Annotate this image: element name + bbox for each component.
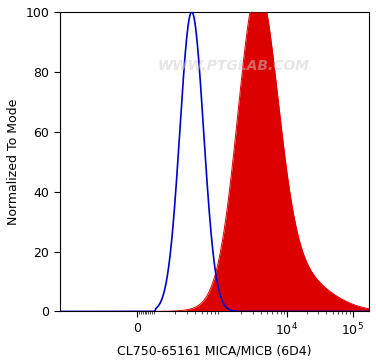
Text: WWW.PTGLAB.COM: WWW.PTGLAB.COM xyxy=(157,59,309,73)
X-axis label: CL750-65161 MICA/MICB (6D4): CL750-65161 MICA/MICB (6D4) xyxy=(117,344,312,357)
Y-axis label: Normalized To Mode: Normalized To Mode xyxy=(7,99,20,225)
